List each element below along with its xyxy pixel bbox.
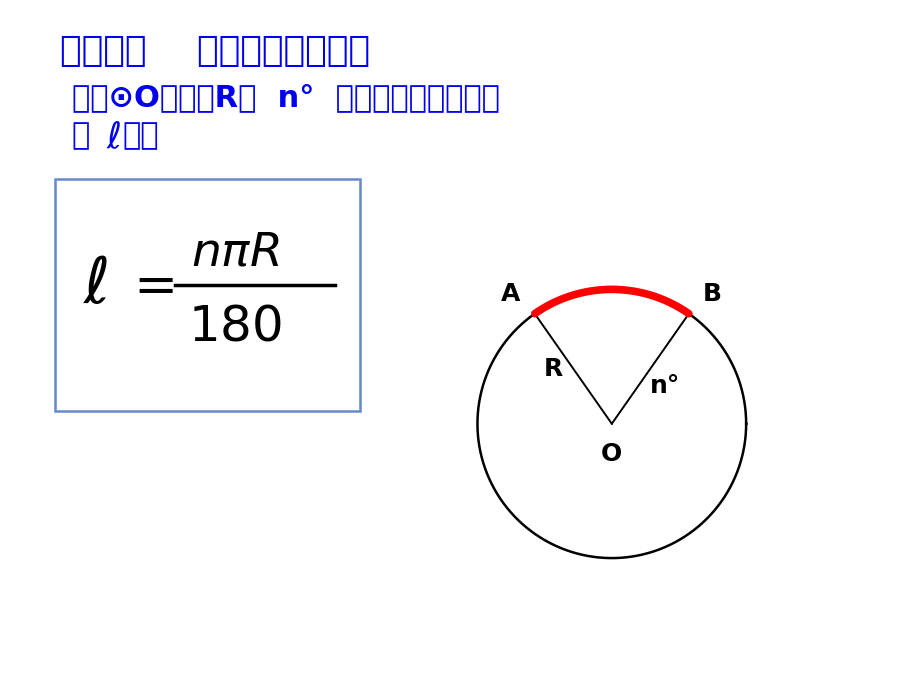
Text: $180$: $180$	[187, 303, 282, 351]
Text: 若设⊙O半径为R，  n°  的圆心角所对的弧长: 若设⊙O半径为R， n° 的圆心角所对的弧长	[72, 83, 499, 112]
Text: $\ell$: $\ell$	[83, 254, 108, 316]
Text: B: B	[702, 282, 721, 306]
Text: $=$: $=$	[123, 259, 174, 311]
Text: $\ell$: $\ell$	[106, 121, 121, 155]
Text: $n\pi R$: $n\pi R$	[190, 231, 279, 276]
Text: ，则: ，则	[122, 121, 158, 150]
Text: A: A	[501, 282, 520, 306]
Text: 知识点一    弧长与扇形的面积: 知识点一 弧长与扇形的面积	[60, 34, 369, 68]
Text: n°: n°	[649, 373, 679, 398]
Text: R: R	[543, 357, 562, 381]
Bar	[55, 179, 359, 411]
Text: O: O	[600, 442, 622, 466]
Text: 为: 为	[72, 121, 101, 150]
